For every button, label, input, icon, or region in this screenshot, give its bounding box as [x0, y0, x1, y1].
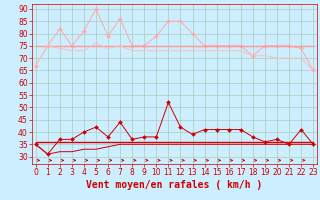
X-axis label: Vent moyen/en rafales ( km/h ): Vent moyen/en rafales ( km/h ): [86, 180, 262, 190]
